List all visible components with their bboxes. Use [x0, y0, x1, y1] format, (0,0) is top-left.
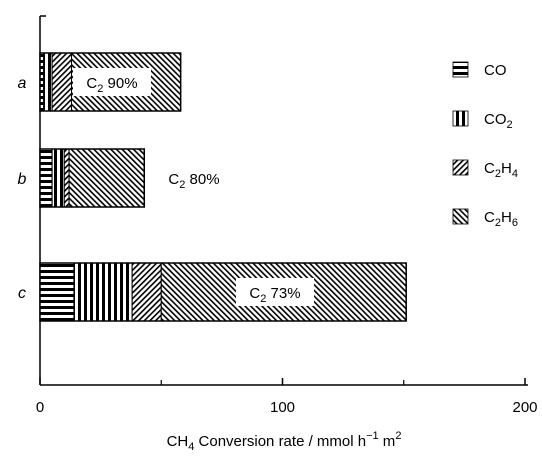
legend-swatch: [452, 110, 469, 127]
bar-label-rest: 80%: [185, 171, 219, 188]
axis-title-mid2: m: [379, 433, 396, 450]
legend-item-c2h4: C2H4: [452, 159, 518, 180]
x-tick-label: 100: [270, 399, 295, 416]
bar-segment-a-c2h4: [51, 52, 73, 112]
legend-item-co2: CO2: [452, 110, 513, 131]
legend-label-sub: 2: [495, 217, 501, 229]
bar-outline-a: [39, 52, 182, 112]
legend-swatch: [452, 61, 469, 78]
legend-label: C2H4: [484, 160, 518, 180]
legend-label-main2: H: [501, 160, 512, 177]
category-label-b: b: [18, 171, 27, 188]
bar-segment-c-co: [39, 262, 75, 322]
legend-label-main: C: [484, 209, 495, 226]
legend-label-main: CO: [484, 111, 507, 128]
legend-label-sub: 2: [507, 119, 513, 131]
legend-swatch: [452, 208, 469, 225]
legend-item-c2h6: C2H6: [452, 208, 518, 229]
bar-outline-b: [39, 148, 146, 208]
bars-layer: [39, 52, 407, 322]
bar-label-main: C: [168, 171, 179, 188]
bar-label-main: C: [249, 285, 260, 302]
bar-segment-b-co2: [51, 148, 65, 208]
axis-title-sub: 4: [188, 441, 194, 453]
category-label-c: c: [18, 285, 26, 302]
bar-label-rest: 73%: [266, 285, 300, 302]
axis-title-pre: CH: [167, 433, 189, 450]
bar-segment-b-co: [39, 148, 53, 208]
bar-label-main: C: [86, 75, 97, 92]
bar-label-b: C2 80%: [168, 171, 219, 191]
bar-label-sub: 2: [97, 83, 103, 95]
x-axis-title: CH4 Conversion rate / mmol h−1 m2: [167, 430, 402, 453]
bar-segment-b-c2h6: [68, 148, 145, 208]
bar-label-background: [73, 68, 151, 96]
legend-item-co: CO: [452, 61, 507, 79]
legend-label: CO: [484, 62, 507, 79]
legend-label-main: C: [484, 160, 495, 177]
x-axis-ticks: 0 100 200: [36, 378, 538, 416]
category-label-a: a: [18, 75, 27, 92]
legend-label-sub2: 4: [512, 168, 518, 180]
bar-segment-b-c2h4: [63, 148, 70, 208]
x-tick-label: 0: [36, 399, 44, 416]
legend-swatch: [452, 159, 469, 176]
legend-label-main: CO: [484, 62, 507, 79]
bar-segment-c-c2h4: [131, 262, 162, 322]
axis-title-sup2: 2: [395, 430, 401, 442]
legend-label: CO2: [484, 111, 513, 131]
category-labels: a b c: [18, 75, 27, 302]
bar-label-sub: 2: [260, 293, 266, 305]
axis-title-sup1: −1: [366, 430, 379, 442]
legend-label-main2: H: [501, 209, 512, 226]
bar-segment-a-co2: [43, 52, 53, 112]
x-tick-label: 200: [512, 399, 537, 416]
bar-label-a: C2 90%: [86, 75, 137, 95]
bar-label-background: [236, 278, 314, 306]
bar-outline-c: [39, 262, 407, 322]
legend-label: C2H6: [484, 209, 518, 229]
axis-title-mid: Conversion rate / mmol h: [194, 433, 366, 450]
legend-label-sub2: 6: [512, 217, 518, 229]
bar-segment-c-co2: [73, 262, 133, 322]
legend-label-sub: 2: [495, 168, 501, 180]
bar-label-sub: 2: [179, 179, 185, 191]
bar-label-rest: 90%: [103, 75, 137, 92]
bar-label-c: C2 73%: [249, 285, 300, 305]
bar-labels: C2 90%C2 80%C2 73%: [73, 68, 314, 306]
